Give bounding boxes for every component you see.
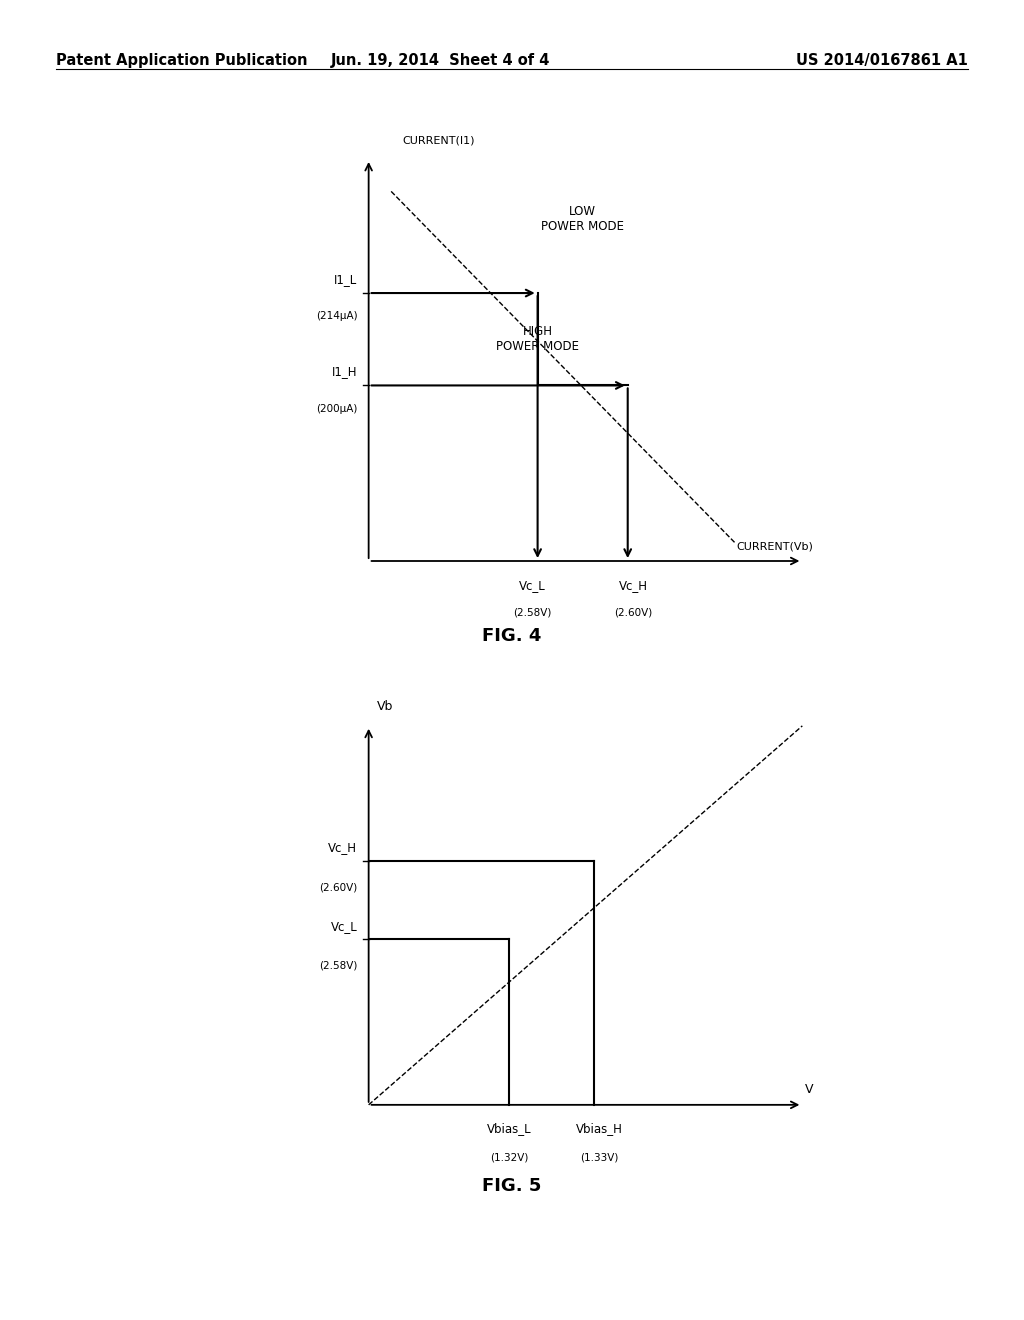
Text: FIG. 4: FIG. 4: [482, 627, 542, 645]
Text: HIGH
POWER MODE: HIGH POWER MODE: [496, 325, 580, 354]
Text: (214μA): (214μA): [315, 312, 357, 321]
Text: Vc_L: Vc_L: [518, 579, 546, 593]
Text: (1.32V): (1.32V): [490, 1152, 528, 1163]
Text: I1_H: I1_H: [332, 366, 357, 378]
Text: Vbias_H: Vbias_H: [577, 1122, 623, 1135]
Text: Vc_H: Vc_H: [329, 841, 357, 854]
Text: V: V: [805, 1084, 813, 1096]
Text: LOW
POWER MODE: LOW POWER MODE: [541, 205, 625, 234]
Text: Jun. 19, 2014  Sheet 4 of 4: Jun. 19, 2014 Sheet 4 of 4: [331, 53, 550, 67]
Text: Patent Application Publication: Patent Application Publication: [56, 53, 308, 67]
Text: FIG. 5: FIG. 5: [482, 1177, 542, 1196]
Text: (2.58V): (2.58V): [319, 961, 357, 970]
Text: US 2014/0167861 A1: US 2014/0167861 A1: [796, 53, 968, 67]
Text: CURRENT(Vb): CURRENT(Vb): [736, 541, 813, 552]
Text: (2.60V): (2.60V): [319, 882, 357, 892]
Text: CURRENT(I1): CURRENT(I1): [402, 135, 475, 145]
Text: Vbias_L: Vbias_L: [487, 1122, 531, 1135]
Text: I1_L: I1_L: [334, 273, 357, 285]
Text: (1.33V): (1.33V): [581, 1152, 618, 1163]
Text: Vc_L: Vc_L: [331, 920, 357, 933]
Text: (2.58V): (2.58V): [513, 607, 551, 618]
Text: Vb: Vb: [378, 700, 393, 713]
Text: Vc_H: Vc_H: [618, 579, 648, 593]
Text: (2.60V): (2.60V): [614, 607, 652, 618]
Text: (200μA): (200μA): [316, 404, 357, 413]
